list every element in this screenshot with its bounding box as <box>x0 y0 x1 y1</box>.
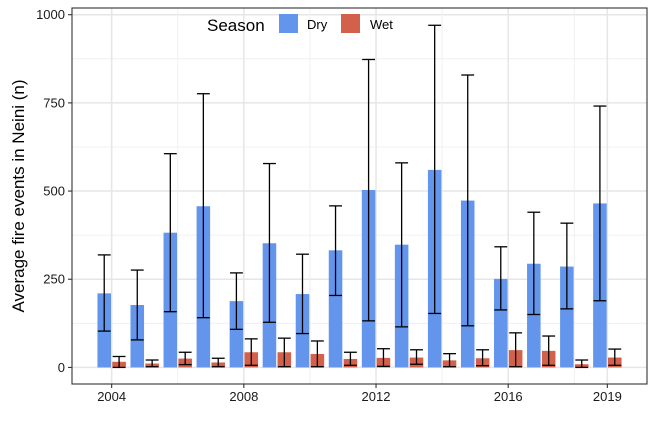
y-tick-label: 500 <box>43 184 65 199</box>
y-tick-label: 0 <box>58 360 65 375</box>
bar-dry <box>527 263 541 368</box>
bar-dry <box>493 278 508 368</box>
x-tick-label: 2016 <box>494 389 523 404</box>
y-tick-label: 250 <box>43 272 65 287</box>
error-bars <box>97 24 622 369</box>
error-bar-wet <box>377 348 390 368</box>
error-bar-wet <box>509 332 523 368</box>
error-bar-dry <box>527 211 541 316</box>
x-tick-label: 2004 <box>97 389 126 404</box>
error-bar-dry <box>428 24 442 315</box>
error-bar-wet <box>244 338 258 366</box>
error-bar-wet <box>443 353 456 368</box>
legend-label-wet: Wet <box>370 17 393 32</box>
error-bar-wet <box>112 355 126 369</box>
error-bar-wet <box>410 349 423 365</box>
error-bar-wet <box>542 335 556 366</box>
error-bar-dry <box>229 272 243 330</box>
error-bar-wet <box>277 337 291 368</box>
error-bar-dry <box>296 253 309 335</box>
error-bar-dry <box>560 222 574 310</box>
bar-dry <box>229 301 244 368</box>
legend-key-wet <box>341 14 360 33</box>
plot-panel-border <box>71 7 648 385</box>
legend-title: Season <box>207 16 265 35</box>
error-bar-dry <box>97 254 111 332</box>
x-tick-label: 2012 <box>362 389 391 404</box>
legend-label-dry: Dry <box>307 17 328 32</box>
error-bar-dry <box>494 246 508 311</box>
y-tick-label: 750 <box>43 95 65 110</box>
legend: Season Dry Wet <box>207 14 393 35</box>
bar-dry <box>328 250 343 368</box>
error-bar-dry <box>263 162 276 323</box>
legend-key-dry <box>279 14 298 33</box>
error-bar-wet <box>608 348 622 366</box>
error-bar-dry <box>461 74 475 327</box>
error-bar-dry <box>329 205 342 297</box>
error-bar-wet <box>145 359 159 368</box>
error-bar-wet <box>575 359 589 369</box>
error-bar-dry <box>395 162 409 328</box>
error-bar-dry <box>163 153 177 313</box>
error-bar-wet <box>310 340 324 368</box>
error-bar-dry <box>196 93 210 319</box>
error-bar-wet <box>211 357 225 368</box>
gridlines <box>72 8 647 384</box>
bar-dry <box>560 266 574 368</box>
axes: 0 250 500 750 1000 2004 2008 2012 2016 2019 <box>36 7 622 404</box>
error-bar-wet <box>476 349 490 367</box>
error-bar-dry <box>593 105 607 302</box>
x-tick-label: 2008 <box>229 389 258 404</box>
error-bar-wet <box>343 351 357 366</box>
y-axis-label: Average fire events in Neini (n) <box>9 79 28 312</box>
error-bar-wet <box>178 351 192 366</box>
x-tick-label: 2019 <box>593 389 622 404</box>
error-bar-dry <box>362 58 376 322</box>
y-tick-label: 1000 <box>36 7 65 22</box>
error-bar-dry <box>130 269 144 341</box>
